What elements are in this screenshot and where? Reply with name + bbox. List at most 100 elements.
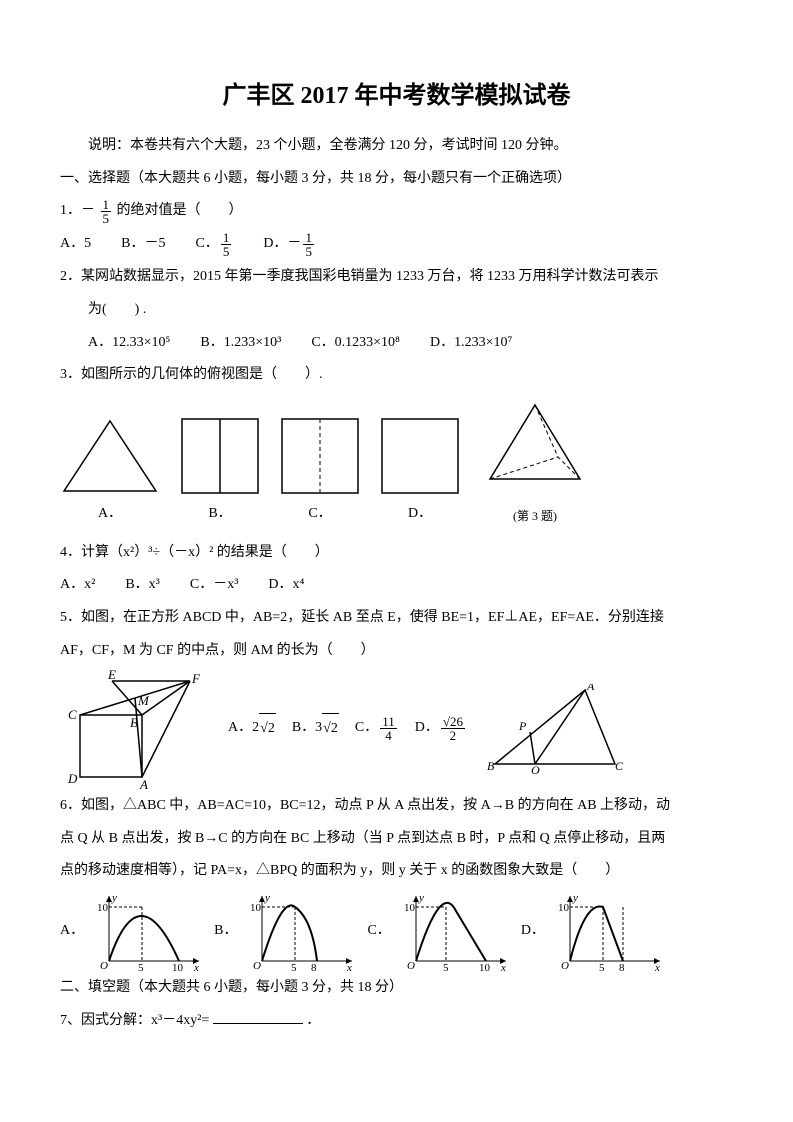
q6B-x8: 8 — [311, 962, 317, 971]
q6D-x8: 8 — [619, 962, 625, 971]
q1-optD-frac: 15 — [303, 231, 314, 258]
q5r-P: P — [518, 719, 527, 733]
q6-line1: 6．如图，△ABC 中，AB=AC=10，BC=12，动点 P 从 A 点出发，… — [60, 791, 733, 822]
q2-optC: C．0.1233×10⁸ — [311, 328, 400, 359]
q3-figC-icon — [280, 417, 360, 495]
q4-optB: B．x³ — [125, 570, 160, 601]
svg-text:F: F — [191, 671, 201, 686]
svg-text:E: E — [107, 669, 116, 682]
q1-optC: C． 15 — [195, 229, 233, 260]
q6C-y: y — [418, 892, 424, 904]
q6B-yt: 10 — [250, 902, 262, 914]
q4-optD: D．x⁴ — [268, 570, 304, 601]
q3-figures: A． B． C． D． (第 3 题) — [60, 399, 733, 529]
q5r-B: B — [487, 759, 495, 773]
q6-graphC-icon: 10 O 5 10 y x — [401, 891, 511, 971]
q4-optA: A．x² — [60, 570, 95, 601]
q6A-x: x — [193, 962, 199, 971]
q5r-Q: Q — [531, 763, 540, 774]
q7-post: ． — [306, 1013, 320, 1028]
q1-optC-num: 1 — [221, 231, 232, 245]
q6B-y: y — [264, 892, 270, 904]
q5-optA-rad: 2 — [268, 721, 275, 736]
q6B-O: O — [253, 960, 261, 971]
q1-frac-den: 5 — [101, 212, 112, 225]
q6A-yt: 10 — [97, 902, 109, 914]
q6B-x5: 5 — [291, 962, 297, 971]
q4-text: 4．计算（x²）³÷（－x）² 的结果是（ ） — [60, 538, 733, 569]
q3-labelA: A． — [98, 499, 122, 530]
q6D-x5: 5 — [599, 962, 605, 971]
q6B-x: x — [346, 962, 352, 971]
svg-text:A: A — [139, 777, 148, 789]
q5-optC-num: 11 — [380, 715, 397, 729]
q6-labelD: D． — [521, 916, 545, 947]
q6C-yt: 10 — [404, 902, 416, 914]
q1-options: A．5 B．－5 C． 15 D．－ 15 — [60, 229, 733, 260]
q1-optB: B．－5 — [121, 229, 165, 260]
q5-optB-rad: 2 — [331, 721, 338, 736]
q3-figB-icon — [180, 417, 260, 495]
q5-optB-label: B． — [292, 713, 315, 744]
q5-optD-den: 2 — [448, 729, 459, 742]
q6A-x10: 10 — [172, 962, 184, 971]
q6-graphA-icon: 10 O 5 10 y x — [94, 891, 204, 971]
q1-optD-num: 1 — [303, 231, 314, 245]
q1-optD-label: D．－ — [263, 229, 301, 260]
q5-optA-label: A． — [228, 713, 252, 744]
q5r-C: C — [615, 759, 624, 773]
q3-text: 3．如图所示的几何体的俯视图是（ ）. — [60, 360, 733, 391]
q2-optB: B．1.233×10³ — [200, 328, 281, 359]
svg-text:D: D — [67, 771, 78, 786]
q6D-x: x — [654, 962, 660, 971]
q5-optD: D．√262 — [415, 713, 467, 744]
q5r-A: A — [586, 684, 595, 693]
q5-optB-pre: 3 — [315, 713, 322, 744]
q3-figA-icon — [60, 417, 160, 495]
title: 广丰区 2017 年中考数学模拟试卷 — [60, 70, 733, 123]
q6-graphB-icon: 10 O 5 8 y x — [247, 891, 357, 971]
q2-optD: D．1.233×10⁷ — [430, 328, 512, 359]
q2-optA: A．12.33×10⁵ — [88, 328, 170, 359]
q6C-x5: 5 — [443, 962, 449, 971]
svg-text:M: M — [137, 693, 150, 708]
q5-right-figure-icon: A P B Q C — [485, 684, 625, 774]
q5-optA: A．2√2 — [228, 713, 276, 745]
q6-line3: 点的移动速度相等），记 PA=x，△BPQ 的面积为 y，则 y 关于 x 的函… — [60, 856, 733, 887]
q5-optB: B．3√2 — [292, 713, 339, 745]
q6-graphs: A． 10 O 5 10 y x B． 10 O 5 8 y x C． 10 O… — [60, 891, 733, 971]
q5-optD-label: D． — [415, 713, 439, 744]
q6-line2: 点 Q 从 B 点出发，按 B→C 的方向在 BC 上移动（当 P 点到达点 B… — [60, 824, 733, 855]
instructions: 说明：本卷共有六个大题，23 个小题，全卷满分 120 分，考试时间 120 分… — [60, 131, 733, 162]
q3-labelD: D． — [408, 499, 432, 530]
q5-optA-pre: 2 — [252, 713, 259, 744]
q1-optA: A．5 — [60, 229, 91, 260]
q7: 7、因式分解：x³－4xy²= ． — [60, 1006, 733, 1037]
q3-labelC: C． — [308, 499, 331, 530]
q5-row: E F C B M D A A．2√2 B．3√2 C．114 D．√262 A… — [60, 669, 733, 789]
q7-blank — [213, 1009, 303, 1024]
q6A-y: y — [111, 892, 117, 904]
q5-line2: AF，CF，M 为 CF 的中点，则 AM 的长为（ ） — [60, 636, 733, 667]
q4-options: A．x² B．x³ C．－x³ D．x⁴ — [60, 570, 733, 601]
q5-optC: C．114 — [355, 713, 399, 744]
q1-optC-frac: 15 — [221, 231, 232, 258]
q6-graphD-icon: 10 O 5 8 y x — [555, 891, 665, 971]
q1-suffix: 的绝对值是（ ） — [117, 203, 243, 218]
q3-labelB: B． — [208, 499, 231, 530]
q3-solid-icon — [480, 399, 590, 499]
q5-optC-label: C． — [355, 713, 378, 744]
svg-text:B: B — [130, 715, 138, 730]
q1-optD: D．－ 15 — [263, 229, 316, 260]
q6C-x: x — [500, 962, 506, 971]
q4-optC: C．－x³ — [190, 570, 239, 601]
q7-pre: 7、因式分解：x³－4xy²= — [60, 1013, 209, 1028]
q1-prefix: 1．－ — [60, 203, 95, 218]
q2-line2: 为( ) . — [60, 295, 733, 326]
section1-header: 一、选择题（本大题共 6 小题，每小题 3 分，共 18 分，每小题只有一个正确… — [60, 164, 733, 195]
q6-labelC: C． — [367, 916, 390, 947]
q5-options: A．2√2 B．3√2 C．114 D．√262 — [228, 713, 467, 745]
q6A-x5: 5 — [138, 962, 144, 971]
q6A-O: O — [100, 960, 108, 971]
section2-header: 二、填空题（本大题共 6 小题，每小题 3 分，共 18 分） — [60, 973, 733, 1004]
